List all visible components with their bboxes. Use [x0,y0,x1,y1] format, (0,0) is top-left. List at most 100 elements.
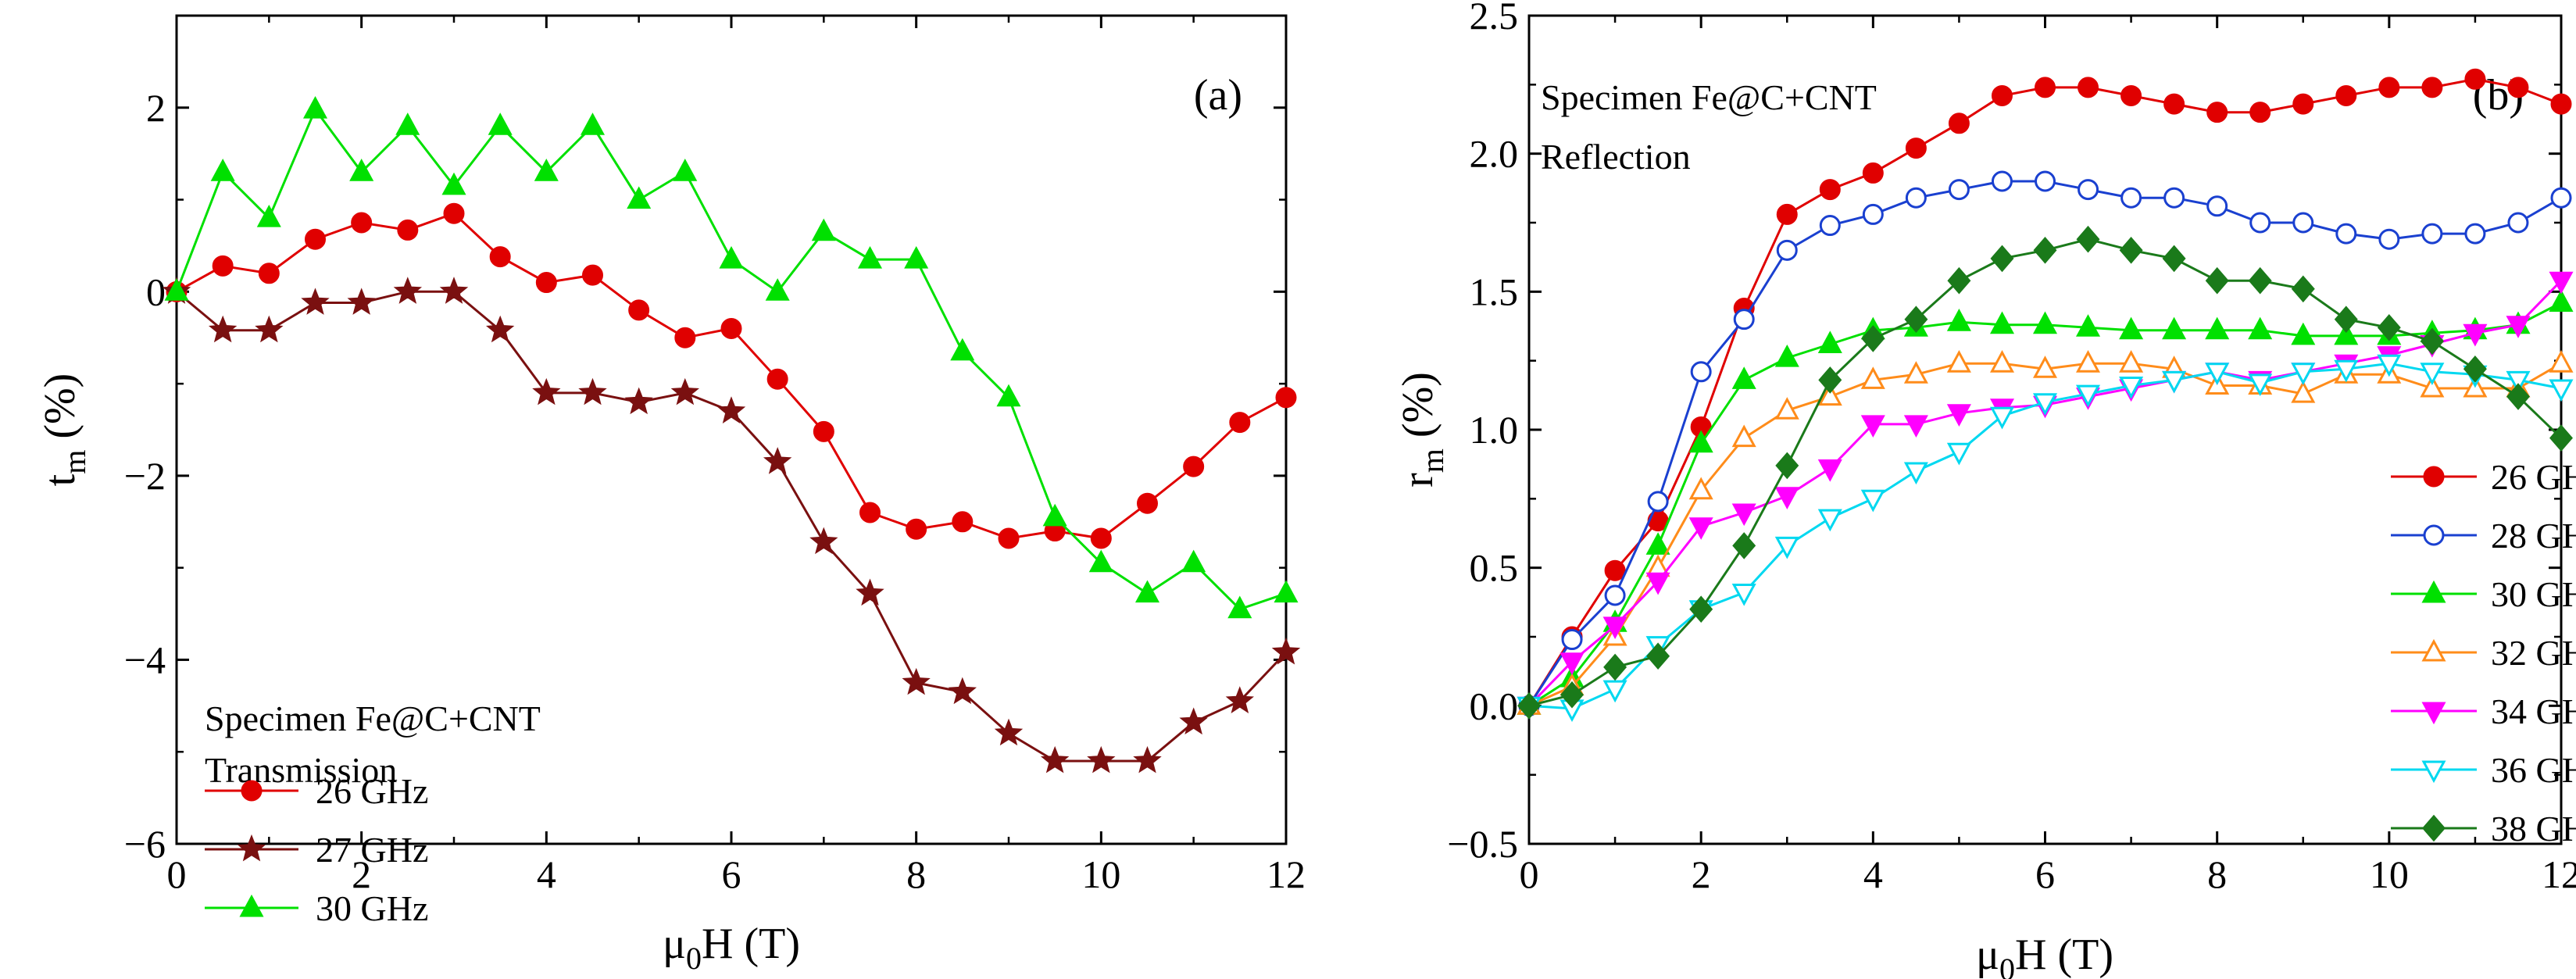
b-data-point [1646,642,1670,670]
b-data-point [1989,350,2015,373]
b-data-point [1731,584,1756,606]
b-data-point [1818,366,1842,394]
b-annotation-line: Specimen Fe@C+CNT [1541,77,1877,117]
a-data-point [488,113,513,135]
a-data-point [950,338,975,361]
b-data-point [2119,350,2144,373]
b-data-point [1774,536,1799,559]
b-data-point [2205,266,2229,295]
b-data-point [2292,93,2314,115]
a-data-point [1181,549,1206,573]
b-legend-label: 26 GHz [2491,457,2576,497]
a-data-point [720,317,742,339]
b-data-point [2249,212,2271,234]
b-data-point [1862,203,1884,225]
b-series-36-ghz [1517,354,2574,723]
b-data-point [2291,322,2316,345]
a-data-point [255,315,284,343]
b-data-point [1817,459,1842,482]
b-data-point [2205,316,2230,340]
a-data-point [1229,412,1251,434]
a-data-point [1225,686,1254,713]
a-data-point [902,667,931,695]
b-data-point [1903,361,1928,384]
b-data-point [2506,316,2531,338]
a-x-tick-label: 10 [1081,852,1120,896]
a-data-point [393,277,423,304]
b-data-point [2206,102,2228,123]
a-data-point [1090,527,1112,549]
a-x-tick-label: 6 [722,852,741,896]
b-data-point [1645,572,1670,595]
a-data-point [766,368,788,390]
a-data-point [856,578,884,606]
b-data-point [1602,616,1627,640]
b-series-30-ghz [1517,289,2574,715]
b-data-point [1731,503,1756,527]
b-data-point [1561,629,1583,651]
a-data-point [349,159,374,181]
a-data-point [351,212,373,234]
b-data-point [1517,692,1541,720]
a-data-point [582,264,603,286]
b-legend-marker [2421,580,2446,603]
a-panel-label: (a) [1194,71,1242,120]
b-y-tick-label: −0.5 [1447,822,1518,866]
b-legend-marker [2421,760,2446,784]
a-data-point [996,384,1021,407]
b-x-tick-label: 12 [2542,852,2576,896]
b-data-point [1774,397,1799,420]
b-data-point [2507,77,2529,98]
b-data-point [2549,289,2574,312]
a-y-tick-label: −4 [124,638,166,681]
a-data-point [534,159,559,181]
b-data-point [2119,237,2143,264]
b-data-point [2420,327,2444,356]
b-data-point [2291,275,2315,303]
b-series-26-ghz [1518,68,2572,716]
a-data-point [1133,745,1162,774]
b-data-point [1905,187,1927,209]
a-y-tick-label: −2 [124,454,166,498]
a-x-tick-label: 4 [537,852,556,896]
b-data-point [1861,325,1885,352]
b-x-tick-label: 6 [2035,852,2055,896]
a-data-point [443,202,465,224]
b-data-point [1946,442,1971,466]
b-y-tick-label: 0.5 [1470,546,1519,590]
b-data-point [1776,203,1798,225]
b-data-point [1991,84,2013,106]
b-data-point [2032,311,2058,334]
b-data-point [1645,532,1670,555]
b-data-point [1860,415,1885,438]
a-x-tick-label: 2 [352,852,371,896]
b-y-tick-label: 0.0 [1470,684,1519,727]
b-data-point [1990,245,2014,273]
b-x-tick-label: 4 [1863,852,1883,896]
a-data-point [397,219,419,241]
b-data-point [2162,316,2187,340]
b-legend-marker [2423,466,2445,488]
a-data-point [532,377,561,406]
b-data-point [2506,383,2530,410]
b-y-axis-title: rm (%) [1394,372,1450,488]
b-data-point [1647,491,1669,513]
b-data-point [1774,344,1799,367]
a-data-point [305,228,326,250]
a-data-point [765,278,790,301]
b-data-point [2463,323,2488,347]
a-y-tick-label: 0 [146,270,166,313]
a-data-point [716,396,746,423]
b-legend-entry: 36 GHz [2391,750,2576,790]
a-data-point [763,447,792,474]
a-data-point [809,527,838,555]
a-legend-label: 27 GHz [316,830,428,870]
b-data-point [1731,424,1756,448]
b-data-point [1604,584,1626,606]
b-data-point [1602,680,1627,703]
b-x-tick-label: 10 [2370,852,2409,896]
b-data-point [2464,68,2486,90]
a-data-point [1179,707,1208,735]
b-data-point [2205,363,2230,385]
b-data-point [2378,228,2400,250]
